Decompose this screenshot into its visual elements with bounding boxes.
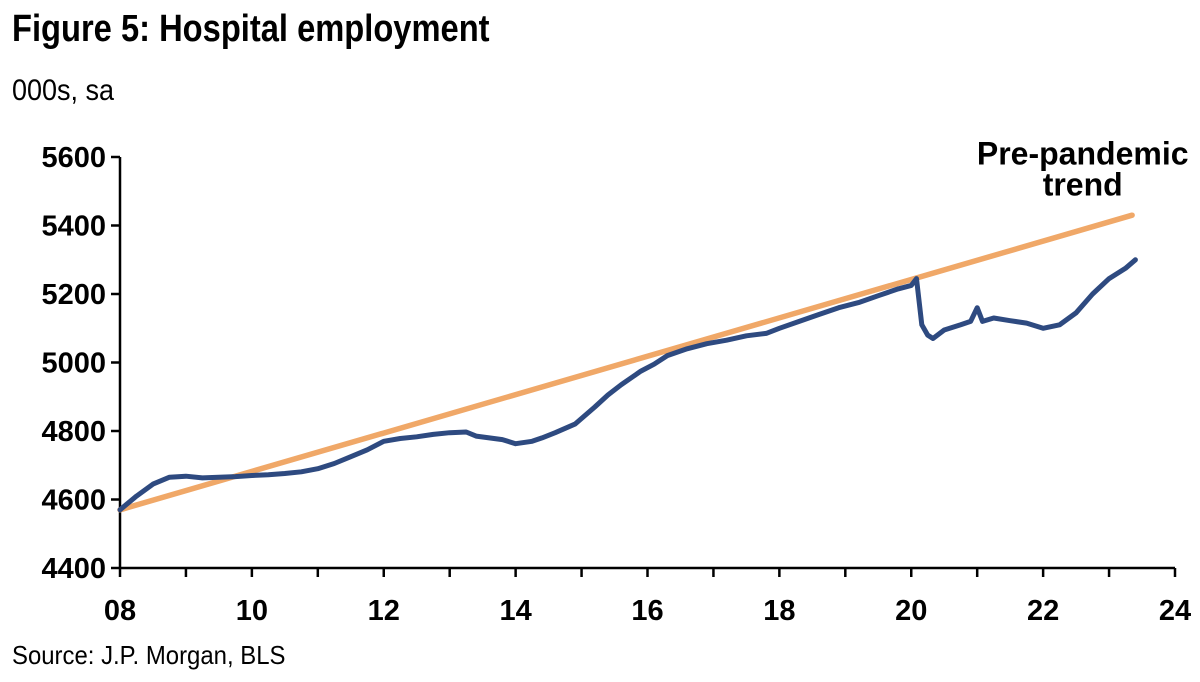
x-tick-label: 22 (1027, 595, 1059, 627)
y-tick-label: 4600 (41, 485, 106, 517)
x-tick-label: 24 (1159, 595, 1191, 627)
x-tick-label: 18 (763, 595, 795, 627)
x-tick-label: 12 (368, 595, 400, 627)
trend-annotation-line-1: Pre-pandemic (977, 136, 1189, 172)
chart-title: Figure 5: Hospital employment (12, 8, 490, 50)
series-layer (117, 212, 1138, 513)
y-tick-label: 4800 (41, 416, 106, 448)
trend-annotation-line-2: trend (1043, 166, 1123, 202)
x-tick-label: 14 (499, 595, 531, 627)
source-note: Source: J.P. Morgan, BLS (12, 640, 286, 670)
y-tick-label: 5400 (41, 211, 106, 243)
chart-subtitle: 000s, sa (12, 74, 115, 107)
axes: 4400 4600 4800 5000 5200 5400 5600 08 10 12 14 16 18… (41, 142, 1191, 627)
x-tick-label: 16 (631, 595, 663, 627)
y-tick-label: 5000 (41, 348, 106, 380)
x-tick-label: 10 (236, 595, 268, 627)
y-tick-label: 5200 (41, 279, 106, 311)
pre-pandemic-trend-line (117, 212, 1135, 513)
hospital-employment-line (117, 257, 1138, 513)
x-tick-label: 20 (895, 595, 927, 627)
x-tick-label: 08 (104, 595, 136, 627)
y-tick-label: 5600 (41, 142, 106, 174)
y-tick-label: 4400 (41, 553, 106, 585)
